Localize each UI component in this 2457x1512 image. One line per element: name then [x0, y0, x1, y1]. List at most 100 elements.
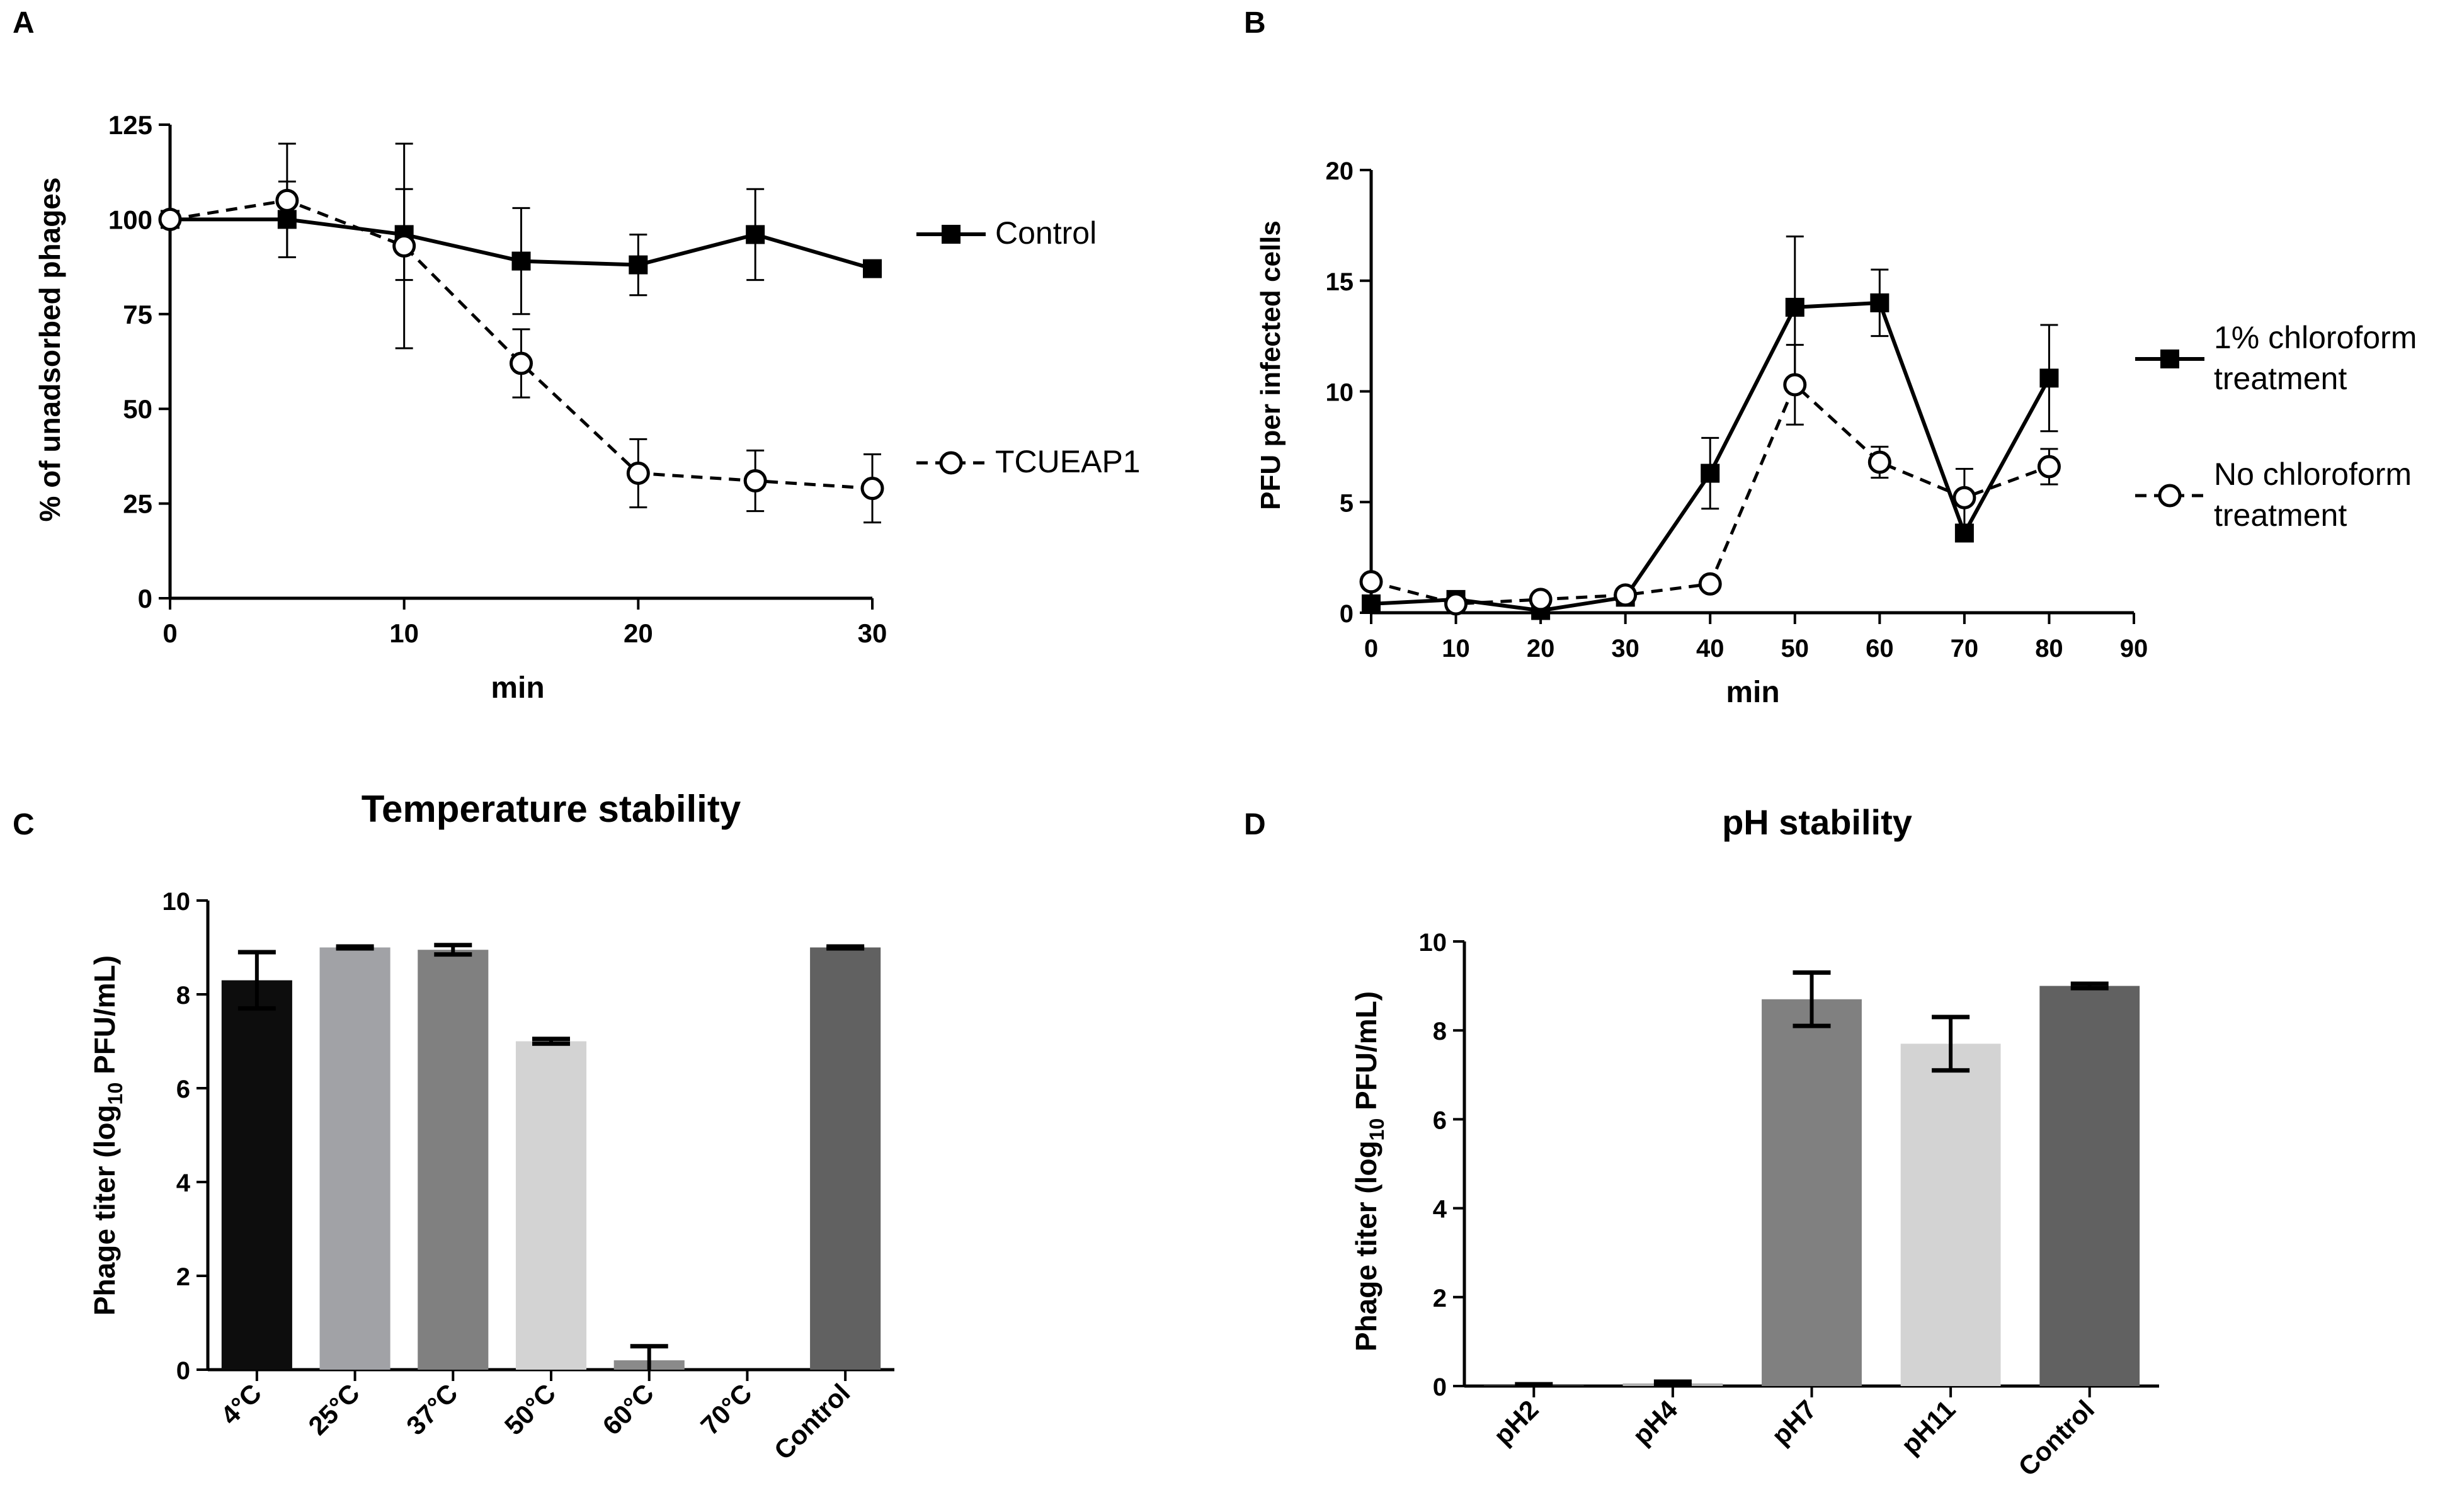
x-tick-label-d: Control: [2012, 1394, 2100, 1482]
bar-c-2: [319, 947, 390, 1370]
x-tick-label-c: 37°C: [401, 1378, 464, 1441]
bar-c-1: [221, 980, 292, 1370]
y-tick-label-c: 8: [176, 982, 190, 1009]
x-tick-label-b: 80: [2035, 635, 2063, 662]
legend-no-chloroform-marker: [2158, 484, 2182, 508]
point-series-b-1: [1701, 463, 1720, 483]
point-series-b-1: [1870, 293, 1890, 312]
point-series-b-2: [1614, 583, 1638, 607]
point-series-a-2: [158, 207, 182, 231]
x-tick-label-c: 50°C: [499, 1378, 562, 1441]
y-tick-label-a: 100: [108, 205, 152, 234]
y-tick-label-a: 125: [108, 110, 152, 140]
x-tick-label-b: 60: [1866, 635, 1894, 662]
y-axis-label-b: PFU per infected cells: [1255, 220, 1286, 510]
x-tick-label-c: Control: [768, 1378, 856, 1465]
x-axis-label-b: min: [1726, 676, 1779, 709]
y-tick-label-a: 25: [123, 489, 152, 519]
legend-chloroform-marker: [2160, 350, 2179, 368]
legend-label-chloroform-line2: treatment: [2214, 361, 2347, 396]
x-tick-label-b: 20: [1527, 635, 1555, 662]
point-series-b-1: [1362, 594, 1381, 613]
x-tick-label-b: 90: [2120, 635, 2148, 662]
legend-label-control: Control: [995, 215, 1097, 251]
bar-c-3: [418, 950, 489, 1370]
y-tick-label-c: 6: [176, 1076, 190, 1103]
x-tick-label-d: pH2: [1488, 1394, 1544, 1450]
y-tick-label-b: 10: [1326, 379, 1354, 407]
x-tick-label-b: 30: [1611, 635, 1639, 662]
point-series-b-2: [1359, 570, 1383, 594]
x-tick-label-b: 40: [1696, 635, 1724, 662]
point-series-a-2: [510, 351, 533, 375]
point-series-a-1: [629, 255, 648, 275]
bar-c-4: [515, 1041, 587, 1370]
point-series-a-2: [392, 234, 416, 258]
point-series-a-2: [626, 461, 650, 485]
y-tick-label-a: 50: [123, 394, 152, 424]
point-series-b-1: [1785, 297, 1804, 317]
x-tick-label-d: pH4: [1627, 1394, 1684, 1451]
y-tick-label-c: 2: [176, 1263, 190, 1291]
y-tick-label-d: 2: [1433, 1285, 1447, 1312]
point-series-b-2: [1698, 572, 1722, 596]
bar-c-7: [810, 947, 881, 1370]
x-tick-label-b: 0: [1364, 635, 1378, 662]
point-series-b-2: [1529, 588, 1553, 611]
point-series-a-2: [860, 477, 884, 501]
bar-d-4: [1900, 1043, 2001, 1386]
legend-label-no-chloroform-line1: No chloroform: [2214, 457, 2412, 492]
legend-tcueap1-marker: [939, 451, 963, 475]
point-series-b-2: [1444, 592, 1468, 616]
panel-label-a: A: [13, 6, 35, 40]
point-series-b-1: [2039, 368, 2059, 388]
x-tick-label-a: 0: [162, 618, 177, 648]
x-tick-label-b: 10: [1442, 635, 1470, 662]
x-tick-label-a: 10: [389, 618, 419, 648]
point-series-b-2: [1952, 486, 1976, 509]
x-tick-label-c: 60°C: [596, 1378, 659, 1441]
x-tick-label-a: 30: [858, 618, 887, 648]
panel-label-b: B: [1244, 6, 1266, 40]
point-series-a-2: [275, 188, 299, 212]
y-tick-label-b: 5: [1340, 489, 1354, 517]
panel-label-d: D: [1244, 808, 1266, 841]
y-tick-label-c: 10: [162, 888, 191, 916]
y-tick-label-d: 8: [1433, 1018, 1447, 1045]
point-series-b-2: [1783, 373, 1807, 397]
chart-title-c: Temperature stability: [362, 788, 741, 830]
legend-label-chloroform-line1: 1% chloroform: [2214, 320, 2417, 355]
y-tick-label-c: 4: [176, 1169, 191, 1197]
point-series-a-1: [511, 251, 531, 271]
x-tick-label-c: 70°C: [695, 1378, 758, 1441]
bar-d-5: [2039, 986, 2140, 1386]
chart-title-d: pH stability: [1722, 802, 1912, 842]
x-tick-label-a: 20: [624, 618, 653, 648]
bar-d-3: [1762, 999, 1862, 1386]
y-tick-label-a: 0: [138, 584, 152, 613]
legend-label-no-chloroform-line2: treatment: [2214, 497, 2347, 533]
point-series-b-2: [1867, 450, 1891, 474]
x-axis-label-a: min: [491, 671, 544, 705]
point-series-a-1: [746, 225, 765, 244]
panel-label-c: C: [13, 808, 35, 841]
legend-label-tcueap1: TCUEAP1: [995, 444, 1141, 479]
y-tick-label-b: 20: [1326, 157, 1354, 185]
y-tick-label-c: 0: [176, 1357, 190, 1385]
point-series-a-2: [743, 469, 767, 493]
point-series-b-2: [2037, 455, 2061, 479]
y-tick-label-d: 0: [1433, 1373, 1447, 1401]
x-tick-label-c: 25°C: [302, 1378, 365, 1441]
y-tick-label-d: 10: [1419, 929, 1447, 957]
x-tick-label-d: pH11: [1895, 1394, 1961, 1460]
y-tick-label-d: 4: [1433, 1196, 1447, 1224]
y-tick-label-b: 0: [1340, 600, 1354, 628]
y-tick-label-d: 6: [1433, 1106, 1447, 1134]
point-series-a-1: [863, 259, 882, 278]
x-tick-label-b: 50: [1781, 635, 1810, 662]
x-tick-label-d: pH7: [1766, 1394, 1822, 1450]
y-axis-label-c: Phage titer (log10 PFU/mL): [88, 955, 127, 1316]
x-tick-label-c: 4°C: [215, 1378, 267, 1430]
